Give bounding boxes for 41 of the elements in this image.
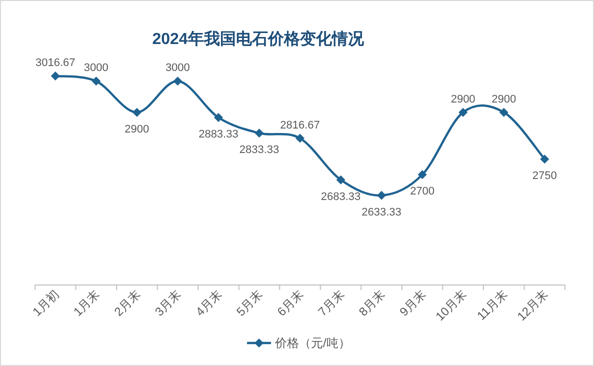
- point: [173, 76, 182, 86]
- point: [418, 170, 427, 180]
- data-label: 2816.67: [280, 119, 320, 132]
- x-tick-label: 1月末: [70, 287, 102, 319]
- x-tick-label: 5月末: [234, 287, 266, 319]
- x-tick-label: 3月末: [152, 287, 184, 319]
- point: [132, 108, 142, 117]
- x-tick-label: 9月末: [396, 287, 428, 319]
- data-label: 3000: [165, 62, 190, 74]
- x-tick-label: 12月末: [514, 287, 551, 324]
- x-tick-label: 1月初: [30, 287, 62, 319]
- x-tick-label: 4月末: [192, 287, 225, 319]
- point: [296, 134, 304, 143]
- data-label: 2633.33: [362, 206, 402, 218]
- point: [377, 190, 386, 200]
- data-label: 2833.33: [239, 144, 280, 156]
- data-label: 3000: [84, 62, 108, 74]
- point: [336, 175, 346, 184]
- point: [92, 76, 101, 86]
- x-tick-label: 2月末: [111, 287, 144, 319]
- point: [458, 108, 468, 117]
- data-label: 2683.33: [320, 190, 361, 203]
- data-label: 2900: [492, 93, 516, 106]
- data-label: 2750: [532, 170, 557, 182]
- point: [254, 128, 264, 138]
- chart-title: 2024年我国电石价格变化情况: [152, 30, 365, 48]
- data-label: 3016.67: [36, 56, 76, 69]
- x-tick-label: 10月末: [432, 287, 470, 324]
- point: [499, 108, 508, 117]
- x-tick-label: 11月末: [474, 287, 510, 323]
- x-tick-label: 7月末: [315, 287, 347, 319]
- data-label: 2900: [450, 93, 476, 106]
- legend-label: 价格（元/吨）: [274, 336, 350, 350]
- data-label: 2900: [124, 123, 150, 136]
- point: [540, 154, 550, 164]
- x-tick-label: 8月末: [356, 287, 388, 319]
- data-label: 2700: [410, 186, 435, 198]
- point: [214, 113, 223, 122]
- x-tick-label: 6月末: [274, 287, 306, 319]
- data-label: 2883.33: [198, 128, 238, 141]
- point: [50, 71, 60, 80]
